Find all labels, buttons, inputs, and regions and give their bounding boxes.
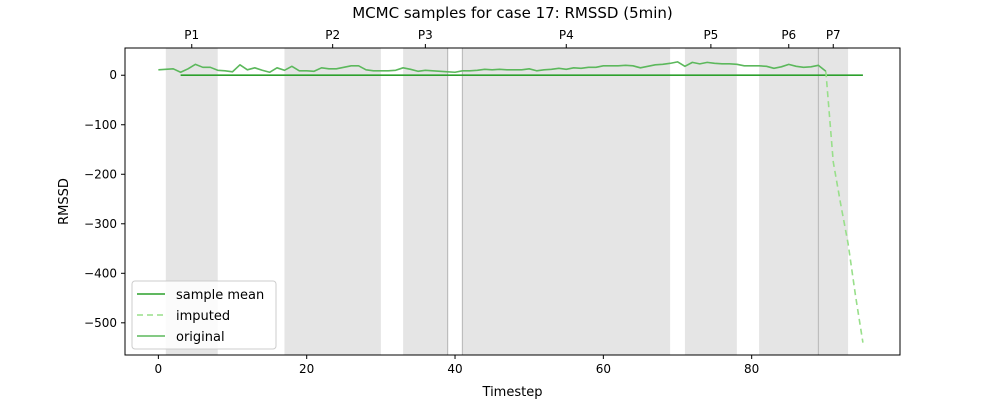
phase-span-p6 <box>759 48 819 355</box>
phase-span-p7 <box>818 48 849 355</box>
phase-label-p7: P7 <box>826 28 841 42</box>
phase-label-p1: P1 <box>184 28 199 42</box>
phase-span-p4 <box>462 48 671 355</box>
legend-box <box>131 280 277 350</box>
phase-span-p3 <box>403 48 448 355</box>
x-tick-label: 40 <box>447 362 462 376</box>
phase-label-p3: P3 <box>418 28 433 42</box>
x-axis-label: Timestep <box>482 385 543 400</box>
phase-span-p2 <box>284 48 381 355</box>
x-tick-label: 60 <box>596 362 611 376</box>
legend: sample mean imputed original <box>131 280 277 350</box>
chart-title: MCMC samples for case 17: RMSSD (5min) <box>352 4 673 22</box>
phase-shade-layer <box>165 48 849 355</box>
series-layer <box>158 61 864 343</box>
phase-label-p6: P6 <box>781 28 796 42</box>
y-tick-label: 0 <box>109 68 117 82</box>
axes-layer: 0 20 40 60 80 0 −100 −200 −300 −400 −500 <box>84 68 759 376</box>
y-tick-label: −500 <box>84 316 117 330</box>
y-axis-label: RMSSD <box>57 178 72 225</box>
plot-frame <box>124 47 901 356</box>
legend-label-sample-mean: sample mean <box>176 288 264 303</box>
x-tick-label: 20 <box>299 362 314 376</box>
phase-label-p5: P5 <box>703 28 718 42</box>
phase-span-p5 <box>684 48 737 355</box>
series-line-imputed <box>825 71 864 343</box>
y-tick-label: −200 <box>84 167 117 181</box>
phase-label-p4: P4 <box>559 28 574 42</box>
y-tick-label: −300 <box>84 217 117 231</box>
y-tick-label: −400 <box>84 266 117 280</box>
y-tick-label: −100 <box>84 118 117 132</box>
phase-label-p2: P2 <box>325 28 340 42</box>
series-line-original <box>158 61 827 74</box>
phase-label-layer: P1 P2 P3 P4 P5 P6 P7 <box>184 28 841 48</box>
legend-label-original: original <box>176 330 225 345</box>
x-tick-label: 0 <box>155 362 163 376</box>
legend-label-imputed: imputed <box>176 309 230 324</box>
x-tick-label: 80 <box>744 362 759 376</box>
